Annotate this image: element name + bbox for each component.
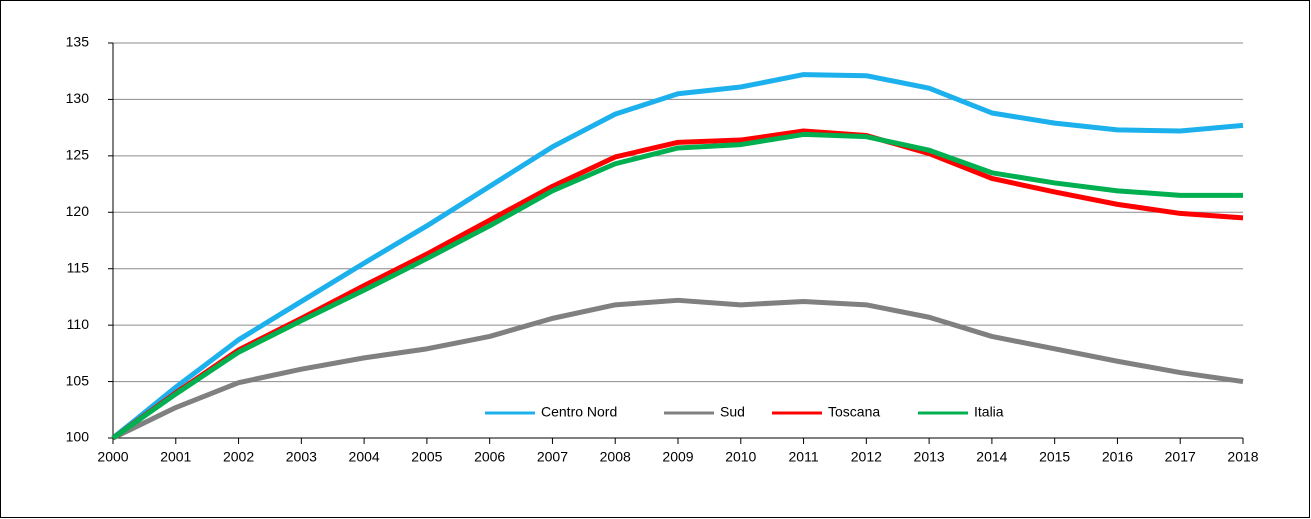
- y-tick-label: 120: [66, 203, 90, 219]
- x-tick-label: 2016: [1102, 449, 1133, 465]
- y-tick-label: 125: [66, 147, 90, 163]
- y-tick-label: 105: [66, 372, 90, 388]
- x-tick-label: 2008: [600, 449, 631, 465]
- line-series: [111, 131, 1243, 441]
- x-tick-label: 2007: [537, 449, 568, 465]
- x-tick-label: 2009: [662, 449, 693, 465]
- x-tick-label: 2003: [286, 449, 317, 465]
- legend-label: Sud: [720, 404, 745, 420]
- x-tick-label: 2017: [1165, 449, 1196, 465]
- y-tick-label: 130: [66, 90, 90, 106]
- x-tick-label: 2010: [725, 449, 756, 465]
- x-tick-label: 2001: [160, 449, 191, 465]
- x-tick-label: 2011: [789, 449, 819, 465]
- x-tick-label: 2002: [223, 449, 254, 465]
- x-tick-label: 2012: [851, 449, 882, 465]
- line-series: [111, 72, 1244, 440]
- x-tick-label: 2015: [1039, 449, 1070, 465]
- line-series: [111, 297, 1244, 441]
- legend-label: Italia: [974, 404, 1004, 420]
- x-tick-label: 2006: [474, 449, 505, 465]
- x-tick-label: 2000: [97, 449, 128, 465]
- legend-label: Toscana: [828, 404, 880, 420]
- x-tick-label: 2013: [914, 449, 945, 465]
- legend-label: Centro Nord: [541, 404, 617, 420]
- x-tick-label: 2018: [1227, 449, 1258, 465]
- y-tick-label: 115: [67, 259, 90, 275]
- x-tick-label: 2004: [349, 449, 380, 465]
- x-tick-label: 2014: [976, 449, 1007, 465]
- y-tick-label: 100: [66, 429, 90, 445]
- y-tick-label: 110: [67, 316, 90, 332]
- x-tick-label: 2005: [411, 449, 442, 465]
- y-tick-label: 135: [66, 34, 90, 50]
